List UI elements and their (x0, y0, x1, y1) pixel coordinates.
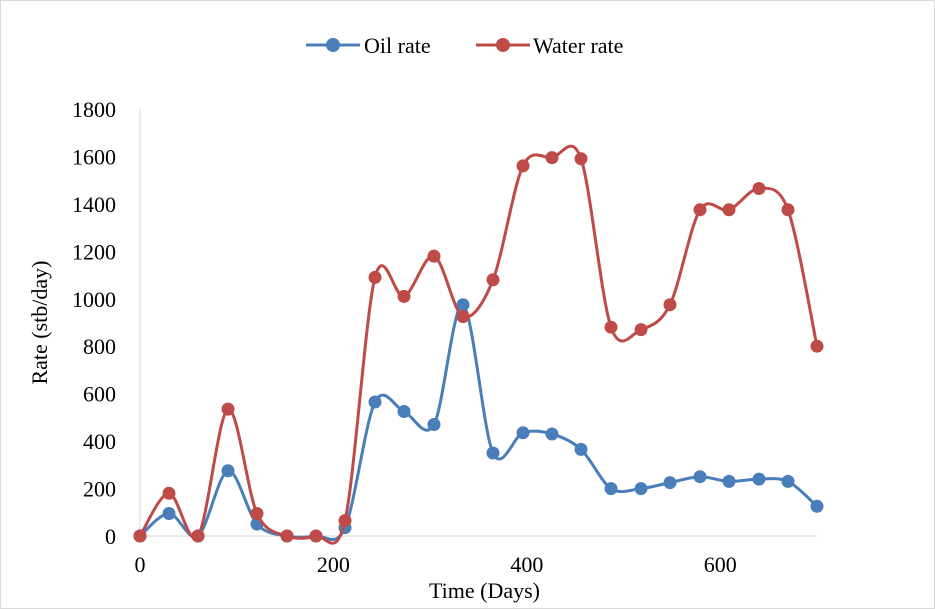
data-point-water-rate (574, 152, 588, 166)
data-point-water-rate (663, 298, 677, 312)
data-point-water-rate (309, 529, 323, 543)
data-point-water-rate (397, 289, 411, 303)
y-tick-label: 1800 (72, 97, 116, 122)
data-point-oil-rate (162, 507, 176, 520)
data-point-water-rate (368, 270, 382, 284)
data-point-water-rate (693, 203, 707, 217)
data-point-oil-rate (574, 442, 588, 456)
data-point-oil-rate (427, 418, 441, 431)
data-point-oil-rate (663, 476, 677, 490)
y-tick-label: 1200 (72, 239, 116, 264)
data-point-water-rate (250, 507, 264, 520)
data-point-oil-rate (693, 470, 707, 484)
x-tick-label: 400 (510, 552, 543, 577)
axes: 0 200 400 600 800 1000 1200 1400 1600 1800 0 200 40… (72, 97, 817, 577)
data-point-water-rate (634, 323, 648, 337)
data-point-oil-rate (397, 405, 411, 418)
y-tick-label: 1000 (72, 287, 116, 312)
data-point-water-rate (191, 529, 205, 543)
data-point-oil-rate (781, 474, 795, 488)
x-axis-title: Time (Days) (429, 578, 540, 603)
y-axis-title: Rate (stb/day) (27, 260, 52, 384)
y-tick-label: 1600 (72, 144, 116, 169)
legend-label: Oil rate (364, 33, 431, 58)
x-tick-label: 0 (135, 552, 146, 577)
data-point-water-rate (604, 320, 618, 334)
legend: Oil rate Water rate (306, 33, 623, 58)
data-point-water-rate (162, 486, 176, 500)
data-point-oil-rate (722, 474, 736, 488)
data-point-water-rate (516, 159, 530, 173)
legend-item-water-rate: Water rate (476, 33, 623, 58)
data-point-oil-rate (545, 427, 559, 441)
data-point-water-rate (456, 310, 470, 324)
series-oil-rate (133, 298, 824, 543)
series-layer (133, 144, 824, 545)
data-point-water-rate (722, 203, 736, 217)
y-tick-label: 600 (83, 382, 116, 407)
x-tick-label: 600 (704, 552, 737, 577)
legend-item-oil-rate: Oil rate (306, 33, 431, 58)
data-point-oil-rate (456, 298, 470, 312)
legend-marker (496, 38, 510, 52)
data-point-water-rate (280, 529, 294, 543)
data-point-water-rate (781, 203, 795, 217)
data-point-water-rate (752, 182, 766, 195)
data-point-oil-rate (752, 472, 766, 486)
x-tick-labels: 0 200 400 600 (135, 552, 737, 577)
series-water-rate (133, 144, 824, 545)
data-point-oil-rate (221, 464, 235, 478)
y-tick-label: 1400 (72, 192, 116, 217)
data-point-water-rate (133, 529, 147, 543)
data-point-oil-rate (810, 499, 824, 513)
data-point-water-rate (486, 273, 500, 287)
data-point-water-rate (810, 339, 824, 353)
legend-marker (326, 38, 340, 52)
data-point-oil-rate (634, 482, 648, 496)
data-point-oil-rate (604, 482, 618, 496)
data-point-oil-rate (368, 395, 382, 409)
data-point-water-rate (545, 151, 559, 165)
legend-label: Water rate (533, 33, 623, 58)
y-tick-label: 0 (105, 524, 116, 549)
series-line-water-rate (138, 144, 819, 545)
data-point-water-rate (338, 514, 352, 528)
data-point-water-rate (427, 249, 441, 263)
y-tick-label: 800 (83, 334, 116, 359)
x-tick-label: 200 (317, 552, 350, 577)
y-tick-labels: 0 200 400 600 800 1000 1200 1400 1600 1800 (72, 97, 116, 549)
data-point-oil-rate (516, 426, 530, 440)
data-point-water-rate (221, 402, 235, 416)
series-line-oil-rate (139, 303, 819, 541)
y-tick-label: 400 (83, 429, 116, 454)
y-tick-label: 200 (83, 477, 116, 502)
data-point-oil-rate (486, 446, 500, 460)
